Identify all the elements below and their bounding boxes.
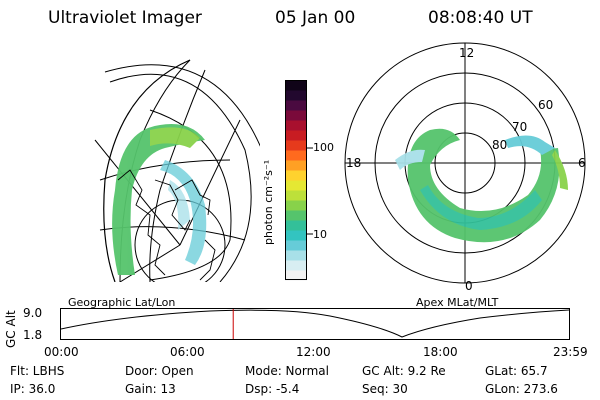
status-filter: Flt: LBHS: [10, 364, 65, 378]
altitude-strip-plot: [60, 308, 570, 340]
colorbar-unit-label: photon cm⁻²s⁻¹: [262, 159, 275, 245]
status-ip: IP: 36.0: [10, 382, 56, 396]
colorbar-swatch: [285, 200, 307, 211]
status-seq: Seq: 30: [362, 382, 408, 396]
colorbar-swatch: [285, 260, 307, 271]
colorbar-swatch: [285, 130, 307, 141]
status-gain: Gain: 13: [125, 382, 176, 396]
colorbar-ticks: [307, 147, 313, 235]
apex-panel-label: Apex MLat/MLT: [416, 296, 499, 309]
colorbar-swatch: [285, 270, 307, 281]
colorbar-swatch: [285, 180, 307, 191]
colorbar-swatch: [285, 190, 307, 201]
mlt-label-6: 6: [578, 156, 586, 170]
time-tick-1200: 12:00: [296, 345, 331, 359]
colorbar-swatch: [285, 220, 307, 231]
polar-plot-panel: [344, 42, 586, 284]
time-tick-0600: 06:00: [170, 345, 205, 359]
status-glat: GLat: 65.7: [485, 364, 548, 378]
colorbar-swatch: [285, 210, 307, 221]
colorbar-swatch: [285, 240, 307, 251]
colorbar: [285, 80, 307, 281]
status-dsp: Dsp: -5.4: [245, 382, 300, 396]
colorbar-swatch: [285, 250, 307, 261]
altitude-ylabel: GC Alt: [4, 310, 18, 348]
colorbar-tick-100: 100: [313, 141, 334, 154]
colorbar-swatch: [285, 140, 307, 151]
time-tick-0000: 00:00: [44, 345, 79, 359]
mlt-label-18: 18: [346, 156, 362, 170]
altitude-ytick-top: 9.0: [23, 306, 43, 320]
colorbar-swatch: [285, 170, 307, 181]
colorbar-frame: [285, 80, 307, 280]
mlt-label-0: 0: [465, 279, 473, 293]
image-time: 08:08:40 UT: [428, 8, 533, 28]
mlat-label-60: 60: [538, 98, 554, 112]
colorbar-swatch: [285, 160, 307, 171]
time-tick-1800: 18:00: [423, 345, 458, 359]
time-tick-2359: 23:59: [553, 345, 588, 359]
geographic-map-panel: [94, 59, 260, 282]
colorbar-swatch: [285, 90, 307, 101]
colorbar-swatch: [285, 110, 307, 121]
colorbar-swatch: [285, 150, 307, 161]
colorbar-swatch: [285, 80, 307, 91]
altitude-curve: [60, 309, 570, 338]
colorbar-tick-10: 10: [313, 228, 327, 241]
geographic-panel-label: Geographic Lat/Lon: [68, 296, 176, 309]
colorbar-swatch: [285, 230, 307, 241]
colorbar-swatch: [285, 100, 307, 111]
status-glon: GLon: 273.6: [485, 382, 558, 396]
status-door: Door: Open: [125, 364, 194, 378]
status-gc-alt: GC Alt: 9.2 Re: [362, 364, 446, 378]
mlat-label-70: 70: [512, 120, 528, 134]
status-mode: Mode: Normal: [245, 364, 329, 378]
colorbar-swatch: [285, 120, 307, 131]
image-date: 05 Jan 00: [275, 8, 356, 28]
mlt-label-12: 12: [459, 46, 475, 60]
mlat-label-80: 80: [492, 138, 508, 152]
app-title: Ultraviolet Imager: [48, 8, 202, 28]
altitude-ytick-bottom: 1.8: [23, 328, 43, 342]
